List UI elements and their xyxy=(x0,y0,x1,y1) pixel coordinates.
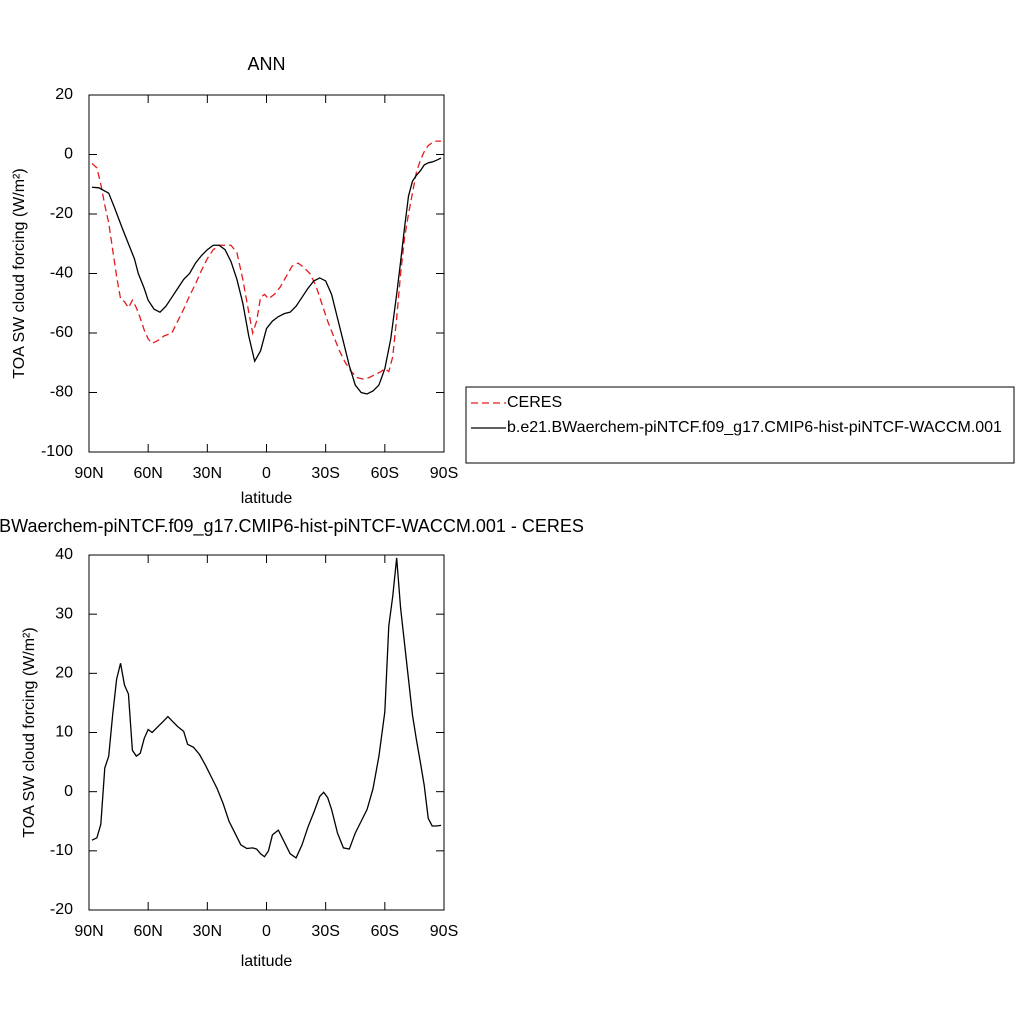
y-tick-label: -100 xyxy=(41,443,73,460)
x-tick-label: 90N xyxy=(74,923,103,940)
y-tick-label: 20 xyxy=(55,86,73,103)
x-tick-label: 90N xyxy=(74,465,103,482)
y-tick-label: 10 xyxy=(55,724,73,741)
x-tick-label: 30S xyxy=(311,923,339,940)
legend-box xyxy=(465,386,1015,464)
chart-title: ANN xyxy=(247,54,285,74)
y-tick-label: -10 xyxy=(50,842,73,859)
x-tick-label: 90S xyxy=(430,923,458,940)
x-tick-label: 30N xyxy=(193,923,222,940)
x-tick-label: 30N xyxy=(193,465,222,482)
x-tick-label: 90S xyxy=(430,465,458,482)
y-tick-label: -20 xyxy=(50,901,73,918)
y-tick-label: 40 xyxy=(55,546,73,563)
y-tick-label: -60 xyxy=(50,324,73,341)
y-tick-label: 30 xyxy=(55,605,73,622)
y-tick-label: -80 xyxy=(50,384,73,401)
y-tick-label: -40 xyxy=(50,265,73,282)
x-tick-label: 60S xyxy=(371,465,399,482)
chart-title: b.e21.BWaerchem-piNTCF.f09_g17.CMIP6-his… xyxy=(0,516,584,537)
y-tick-label: 0 xyxy=(64,146,73,163)
x-tick-label: 60N xyxy=(133,923,162,940)
legend-label: CERES xyxy=(507,394,562,411)
y-tick-label: -20 xyxy=(50,205,73,222)
data-line xyxy=(91,157,442,395)
x-tick-label: 60S xyxy=(371,923,399,940)
x-axis-label: latitude xyxy=(241,490,293,507)
x-tick-label: 0 xyxy=(262,465,271,482)
x-tick-label: 0 xyxy=(262,923,271,940)
x-axis-label: latitude xyxy=(241,953,293,970)
x-tick-label: 60N xyxy=(133,465,162,482)
legend-label: b.e21.BWaerchem-piNTCF.f09_g17.CMIP6-his… xyxy=(507,419,1002,436)
y-tick-label: 20 xyxy=(55,665,73,682)
plot-frame xyxy=(88,94,445,453)
data-line xyxy=(91,140,442,380)
y-tick-label: 0 xyxy=(64,783,73,800)
y-axis-label: TOA SW cloud forcing (W/m²) xyxy=(11,168,28,378)
y-axis-label: TOA SW cloud forcing (W/m²) xyxy=(21,627,38,837)
data-line xyxy=(91,557,442,859)
x-tick-label: 30S xyxy=(311,465,339,482)
